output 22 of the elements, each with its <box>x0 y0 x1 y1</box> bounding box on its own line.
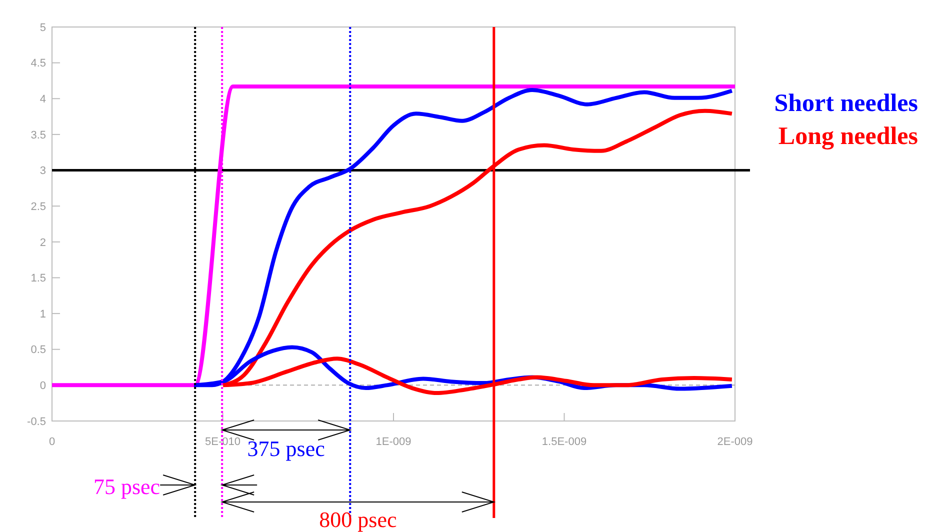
x-tick-label: 1E-009 <box>376 436 412 448</box>
x-tick-label: 1.5E-009 <box>542 436 587 448</box>
y-tick-label: 0.5 <box>30 344 46 356</box>
series-label: Long needles <box>778 123 918 150</box>
y-tick-label: 1 <box>40 308 46 320</box>
y-tick-label: -0.5 <box>27 416 46 428</box>
text: 375 psec <box>247 436 326 461</box>
x-tick-label: 0 <box>48 436 56 448</box>
y-tick-label: 3.5 <box>30 129 46 142</box>
y-tick-label: 2 <box>40 236 46 249</box>
y-tick-label: 5 <box>40 22 46 34</box>
y-tick-label: 3 <box>40 165 46 178</box>
x-tick-label: 2E-009 <box>717 436 753 448</box>
series-label: Short needles <box>774 90 918 117</box>
y-tick-label: 1.5 <box>30 272 46 285</box>
y-tick-label: 2.5 <box>30 200 46 213</box>
y-tick-label: 4.5 <box>30 58 46 70</box>
text: 75 psec <box>93 474 160 499</box>
text: 800 psec <box>319 507 398 532</box>
y-tick-label: 4 <box>40 93 46 106</box>
x-tick-label: 5E-010 <box>205 436 240 448</box>
y-tick-label: 0 <box>40 380 46 392</box>
